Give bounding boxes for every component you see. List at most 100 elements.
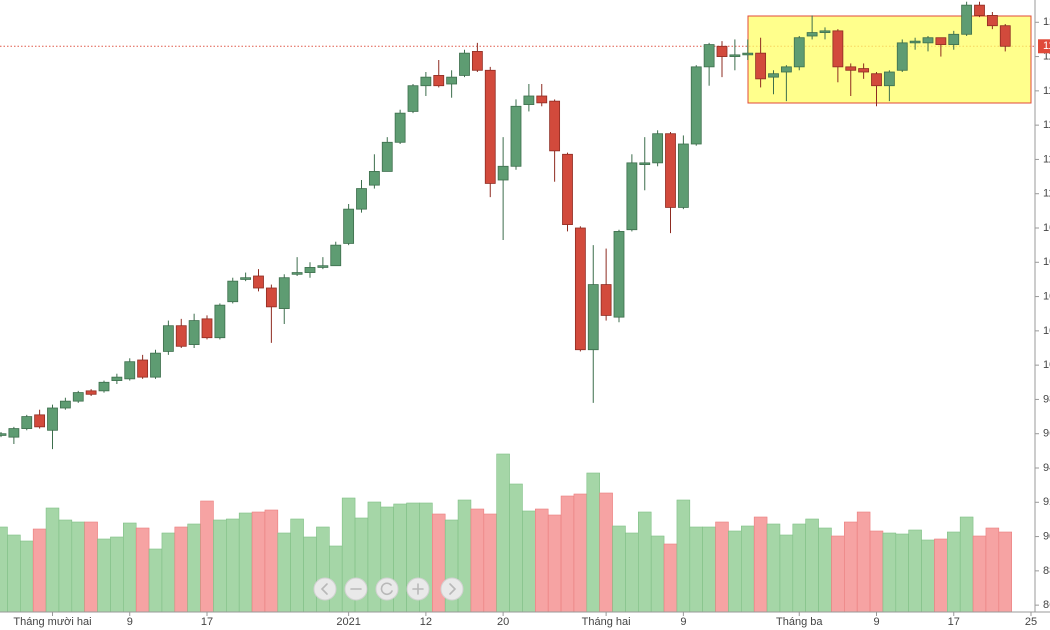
candle-body: [755, 52, 767, 80]
candle-body: [317, 265, 329, 268]
volume-bar: [869, 530, 884, 613]
volume-layer: [0, 453, 1012, 613]
candle-body: [703, 44, 715, 68]
volume-bar: [715, 521, 729, 613]
volume-bar: [483, 513, 497, 613]
volume-bar: [148, 548, 163, 613]
candle-body: [420, 76, 432, 87]
volume-bar: [251, 511, 266, 613]
y-tick-label: 1040: [1043, 290, 1050, 302]
volume-bar: [573, 493, 588, 613]
candle-body: [497, 165, 509, 181]
reset-button[interactable]: [375, 577, 399, 601]
candle-body: [613, 231, 625, 318]
volume-bar: [741, 525, 755, 613]
price-scale: [1035, 0, 1050, 630]
volume-bar: [290, 518, 304, 613]
y-tick-label: 940: [1043, 462, 1050, 474]
volume-bar: [831, 535, 845, 613]
x-tick-label: 12: [420, 616, 432, 628]
volume-bar: [638, 511, 652, 613]
candle-body: [974, 4, 985, 16]
volume-bar: [58, 519, 73, 613]
candle-body: [459, 52, 470, 76]
candle-body: [188, 320, 200, 345]
candle-body: [381, 141, 393, 172]
candle-body: [600, 284, 612, 316]
volume-bar: [432, 513, 446, 613]
x-tick-label: 20: [497, 616, 509, 628]
volume-bar: [625, 532, 639, 613]
volume-bar: [97, 538, 111, 613]
candle-body: [150, 352, 161, 378]
volume-bar: [728, 530, 742, 613]
candle-body: [858, 68, 870, 73]
volume-bar: [560, 495, 575, 613]
candle-body: [253, 275, 264, 289]
candle-body: [394, 112, 406, 143]
volume-bar: [238, 512, 253, 613]
volume-bar: [71, 521, 85, 613]
candle-body: [124, 361, 136, 380]
volume-bar: [753, 516, 768, 613]
candle-body: [407, 85, 419, 112]
candle-body: [446, 76, 458, 85]
candle-body: [34, 414, 46, 428]
y-tick-label: 1180: [1043, 50, 1050, 62]
candle-body: [652, 133, 664, 164]
volume-bar: [856, 511, 871, 613]
zoom-out-button[interactable]: [344, 577, 368, 601]
candle-body: [201, 318, 213, 339]
zoom-in-button[interactable]: [406, 577, 430, 601]
volume-bar: [123, 522, 137, 613]
x-tick-label: Tháng hai: [582, 616, 631, 628]
candle-body: [793, 37, 805, 68]
volume-bar: [200, 500, 214, 613]
volume-bar: [522, 510, 536, 613]
candle-body: [227, 280, 239, 303]
candle-body: [896, 42, 908, 71]
candle-body: [175, 325, 187, 347]
volume-bar: [921, 539, 935, 613]
y-tick-label: 1080: [1043, 222, 1050, 234]
candle-layer: [0, 1, 1011, 450]
candle-body: [935, 37, 947, 45]
candle-body: [832, 30, 844, 68]
candle-body: [909, 40, 921, 44]
candle-body: [961, 4, 973, 35]
candle-body: [562, 153, 573, 225]
x-tick-label: 9: [873, 616, 879, 628]
x-tick-label: 25: [1025, 616, 1037, 628]
volume-bar: [818, 527, 832, 613]
candle-body: [265, 287, 277, 308]
volume-bar: [779, 534, 794, 613]
y-tick-label: 1120: [1043, 153, 1050, 165]
volume-bar: [329, 545, 343, 613]
candle-body: [214, 304, 226, 339]
scroll-right-button[interactable]: [440, 577, 464, 601]
candle-body: [677, 143, 689, 208]
candle-body: [587, 284, 599, 351]
volume-bar: [689, 526, 703, 613]
candle-body: [536, 95, 548, 104]
candle-body: [639, 162, 651, 165]
candle-body: [330, 244, 342, 267]
volume-bar: [908, 529, 922, 613]
x-tick-label: 17: [948, 616, 960, 628]
volume-bar: [84, 521, 98, 613]
candle-body: [291, 272, 303, 275]
candle-body: [780, 66, 792, 73]
y-tick-label: 960: [1043, 428, 1050, 440]
scroll-left-button[interactable]: [313, 577, 337, 601]
candle-body: [922, 37, 934, 44]
volume-bar: [766, 523, 781, 613]
volume-bar: [547, 514, 562, 613]
candle-body: [549, 100, 561, 152]
volume-bar: [135, 527, 150, 613]
candle-body: [240, 277, 252, 280]
candle-body: [845, 66, 857, 71]
y-tick-label: 1000: [1043, 359, 1050, 371]
candle-body: [98, 381, 110, 392]
candle-body: [484, 69, 496, 184]
